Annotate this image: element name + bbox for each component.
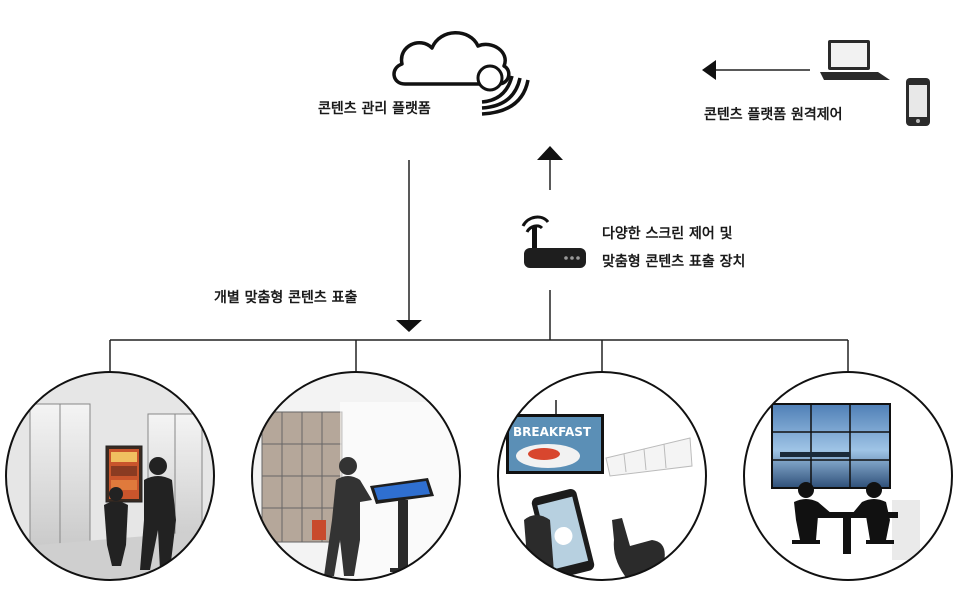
mobile-touch-scene: BREAKFAST [497, 371, 707, 581]
wifi-signal-icon [476, 64, 530, 116]
elevator-scene [5, 371, 215, 581]
delivery-arrow [396, 160, 422, 332]
platform-label: 콘텐츠 관리 플랫폼 [318, 101, 431, 117]
menu-board-text: BREAKFAST [513, 425, 592, 439]
router-icon [521, 215, 586, 268]
remote-control-label: 콘텐츠 플랫폼 원격제어 [704, 107, 843, 123]
kiosk-scene [251, 371, 461, 581]
laptop-icon [820, 40, 890, 80]
smartphone-icon [906, 78, 930, 126]
delivery-label: 개별 맞춤형 콘텐츠 표출 [214, 290, 358, 306]
control-arrow [537, 146, 563, 340]
remote-arrow [702, 60, 810, 80]
device-label-line2: 맞춤형 콘텐츠 표출 장치 [602, 254, 746, 270]
device-label-line1: 다양한 스크린 제어 및 [602, 226, 733, 242]
video-wall-scene [743, 371, 953, 581]
device-label: 다양한 스크린 제어 및 맞춤형 콘텐츠 표출 장치 [602, 220, 745, 276]
distribution-lines [109, 339, 849, 372]
